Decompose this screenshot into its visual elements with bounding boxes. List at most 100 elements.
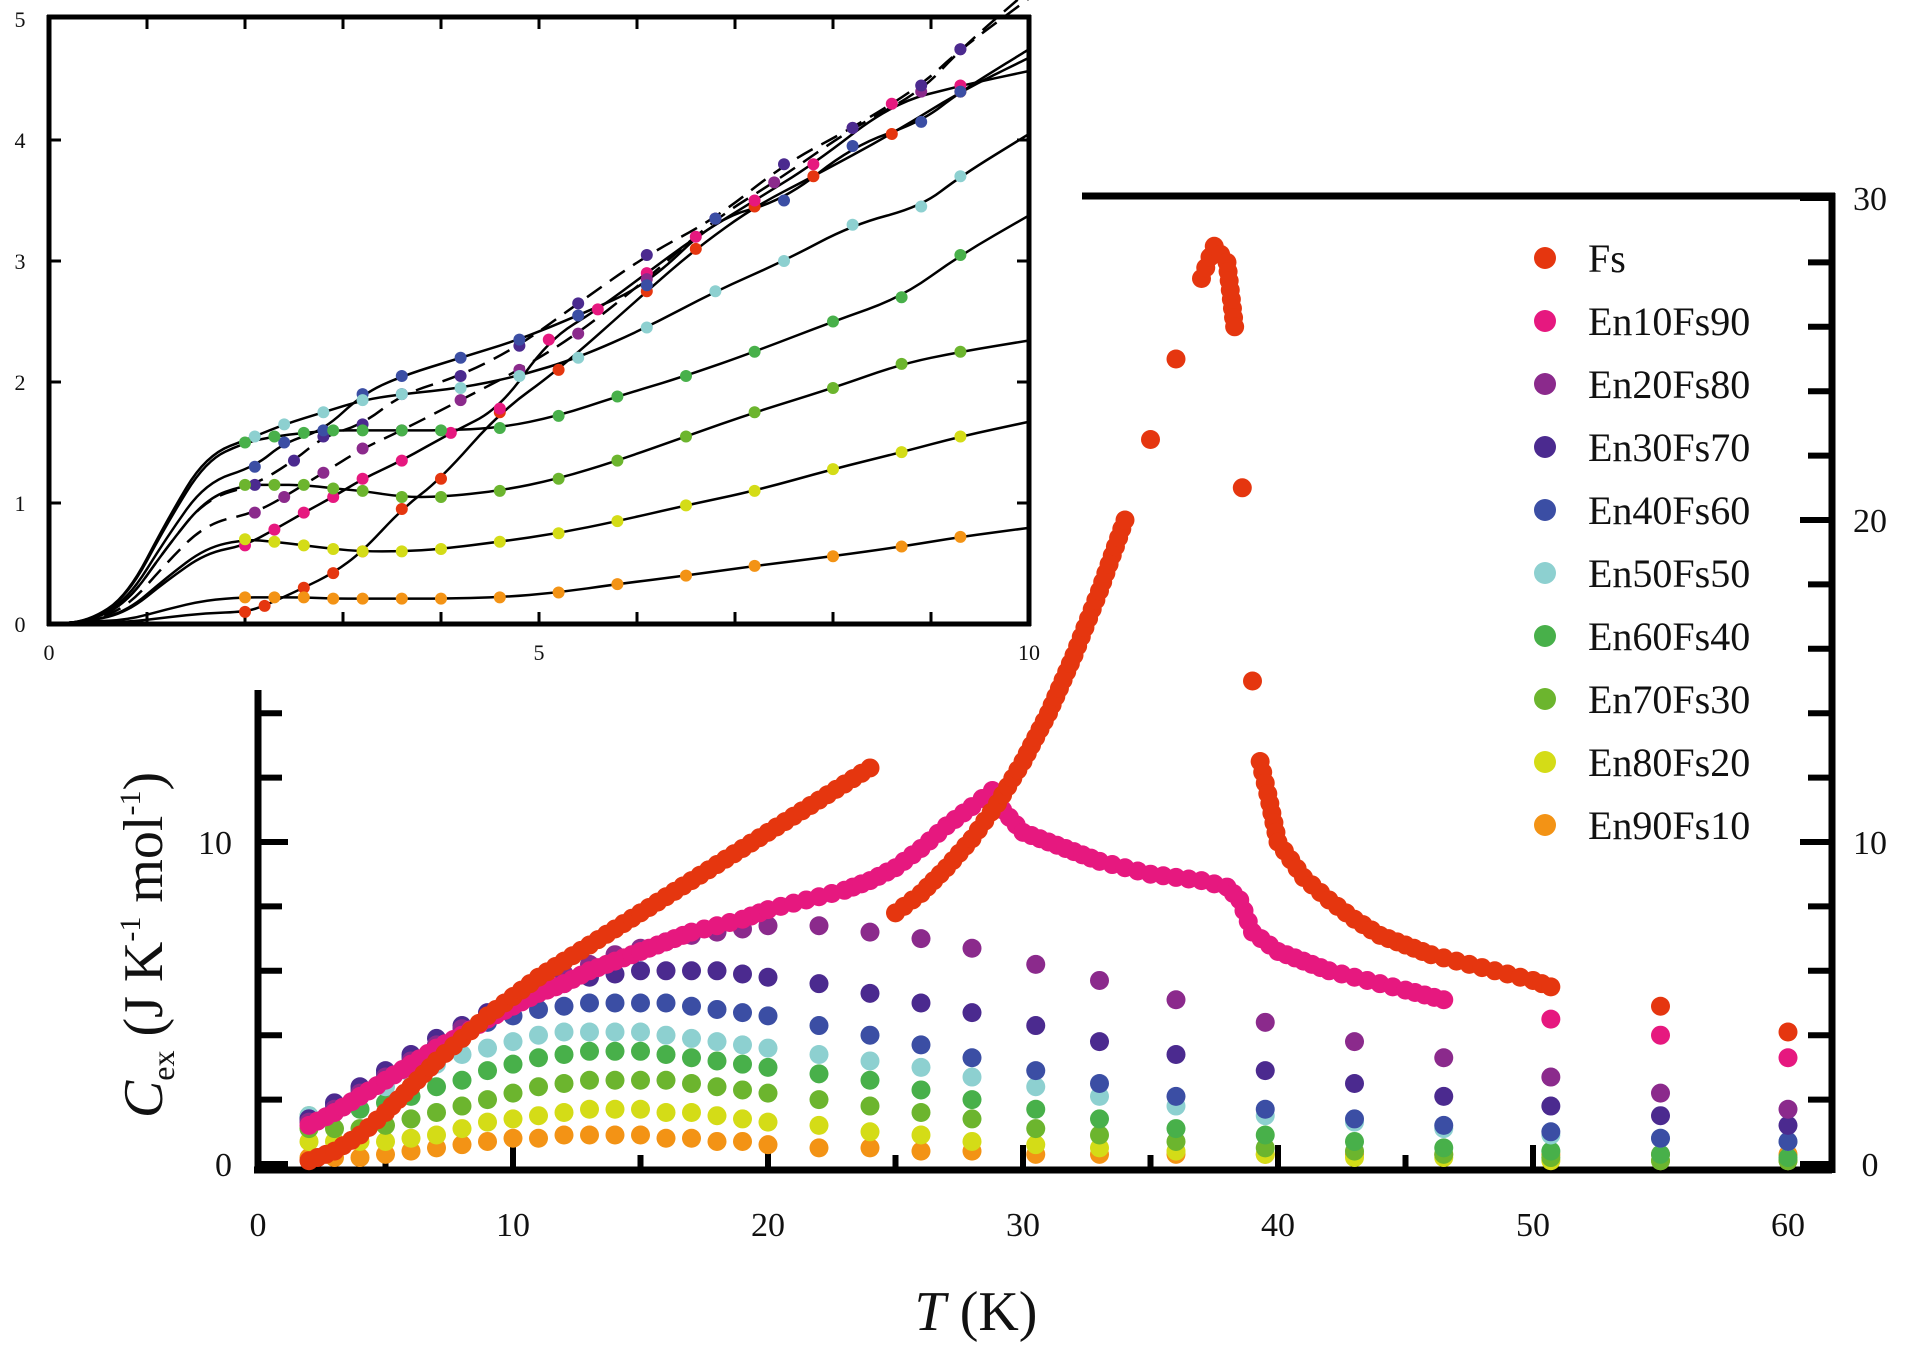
legend: Fs En10Fs90 En20Fs80 En30Fs70 En40Fs60 En50Fs… [1534, 236, 1750, 848]
data-point [1141, 430, 1160, 449]
inset-data-point [954, 430, 967, 443]
data-point [605, 1125, 625, 1145]
data-point [452, 1096, 472, 1116]
inset-data-point [778, 255, 790, 267]
data-point [733, 1003, 752, 1023]
data-point [503, 1109, 523, 1129]
inset-data-point [748, 345, 761, 358]
data-point [1090, 1032, 1109, 1052]
legend-label: En30Fs70 [1588, 425, 1750, 470]
data-point [1166, 1119, 1186, 1139]
inset-data-point [689, 242, 702, 255]
data-point [1651, 1083, 1670, 1103]
data-point [758, 1038, 778, 1058]
inset-data-point [895, 446, 908, 459]
data-point [605, 1099, 625, 1119]
data-point [605, 1022, 625, 1042]
inset-data-point [552, 527, 565, 540]
y-axis-title-sup-a: -1 [114, 917, 147, 942]
inset-data-point [239, 533, 251, 546]
inset-background [48, 16, 1031, 622]
inset-data-point [552, 586, 565, 599]
data-point [962, 1131, 982, 1151]
inset-data-point [611, 390, 624, 403]
data-point [860, 1025, 880, 1045]
legend-item: En90Fs10 [1534, 803, 1750, 848]
data-point [1255, 1125, 1275, 1145]
data-point [656, 1128, 676, 1148]
inset-data-point [278, 490, 291, 503]
data-point [682, 1128, 701, 1148]
y-axis-title-sup-b: -1 [114, 791, 147, 816]
inset-data-point [454, 369, 467, 382]
data-point [631, 1125, 650, 1145]
inset-data-point [611, 578, 624, 591]
data-point [911, 1035, 931, 1055]
data-point [1345, 1032, 1364, 1052]
legend-marker [1534, 436, 1556, 458]
inset-data-point [552, 472, 565, 485]
data-point [911, 993, 931, 1013]
series-En90Fs10 [299, 1125, 1798, 1168]
inset-data-point [248, 460, 261, 473]
data-point [478, 1038, 497, 1058]
series-En20Fs80 [299, 916, 1798, 1132]
inset-data-point [768, 176, 781, 189]
data-point [554, 1102, 574, 1122]
inset-data-point [915, 200, 928, 213]
inset-y-tick-label: 3 [15, 249, 26, 274]
inset-data-point [454, 394, 467, 407]
inset-data-point [435, 542, 447, 555]
inset-data-point [395, 369, 408, 382]
inset-data-point [591, 303, 604, 316]
inset-data-point [572, 309, 585, 322]
data-point [631, 1099, 650, 1119]
data-point [503, 1128, 523, 1148]
data-point [1225, 317, 1245, 337]
x-tick-label: 20 [751, 1207, 785, 1244]
data-point [1541, 1067, 1561, 1087]
inset-data-point [954, 43, 967, 56]
inset-data-point [297, 478, 310, 491]
data-point [758, 1083, 778, 1103]
data-point [1026, 1135, 1046, 1155]
data-point [962, 1003, 982, 1023]
data-point [478, 1090, 497, 1110]
data-point [860, 758, 880, 778]
inset-data-point [435, 472, 447, 485]
inset-data-point [748, 484, 761, 497]
data-point [401, 1109, 421, 1129]
inset-data-point [552, 363, 565, 376]
inset-data-point [395, 424, 408, 437]
inset-data-point [915, 115, 928, 128]
data-point [1166, 349, 1186, 369]
data-point [452, 1135, 472, 1155]
legend-marker [1534, 310, 1556, 332]
data-point [1541, 977, 1561, 997]
inset-data-point [493, 484, 506, 497]
x-axis-title: T (K) [915, 1281, 1038, 1343]
inset-data-point [827, 550, 839, 563]
data-point [452, 1119, 472, 1139]
data-point [860, 983, 880, 1003]
data-point [580, 993, 599, 1013]
data-point [1026, 1077, 1046, 1097]
data-point [427, 1125, 446, 1145]
inset-data-point [356, 394, 369, 407]
inset-data-point [327, 482, 340, 495]
data-point [1778, 1022, 1798, 1042]
data-point [860, 922, 880, 942]
data-point [733, 1035, 752, 1055]
data-point [1651, 1106, 1670, 1126]
data-point [376, 1131, 395, 1151]
inset-data-point [689, 230, 702, 243]
data-point [911, 1141, 931, 1161]
data-point [682, 1102, 701, 1122]
series-En60Fs40 [299, 1041, 1798, 1168]
data-point [860, 1138, 880, 1158]
data-point [682, 961, 701, 981]
inset-data-point [268, 535, 281, 548]
data-point [427, 1077, 446, 1097]
inset-data-point [885, 97, 898, 110]
inset-x-tick-label: 10 [1018, 640, 1040, 665]
